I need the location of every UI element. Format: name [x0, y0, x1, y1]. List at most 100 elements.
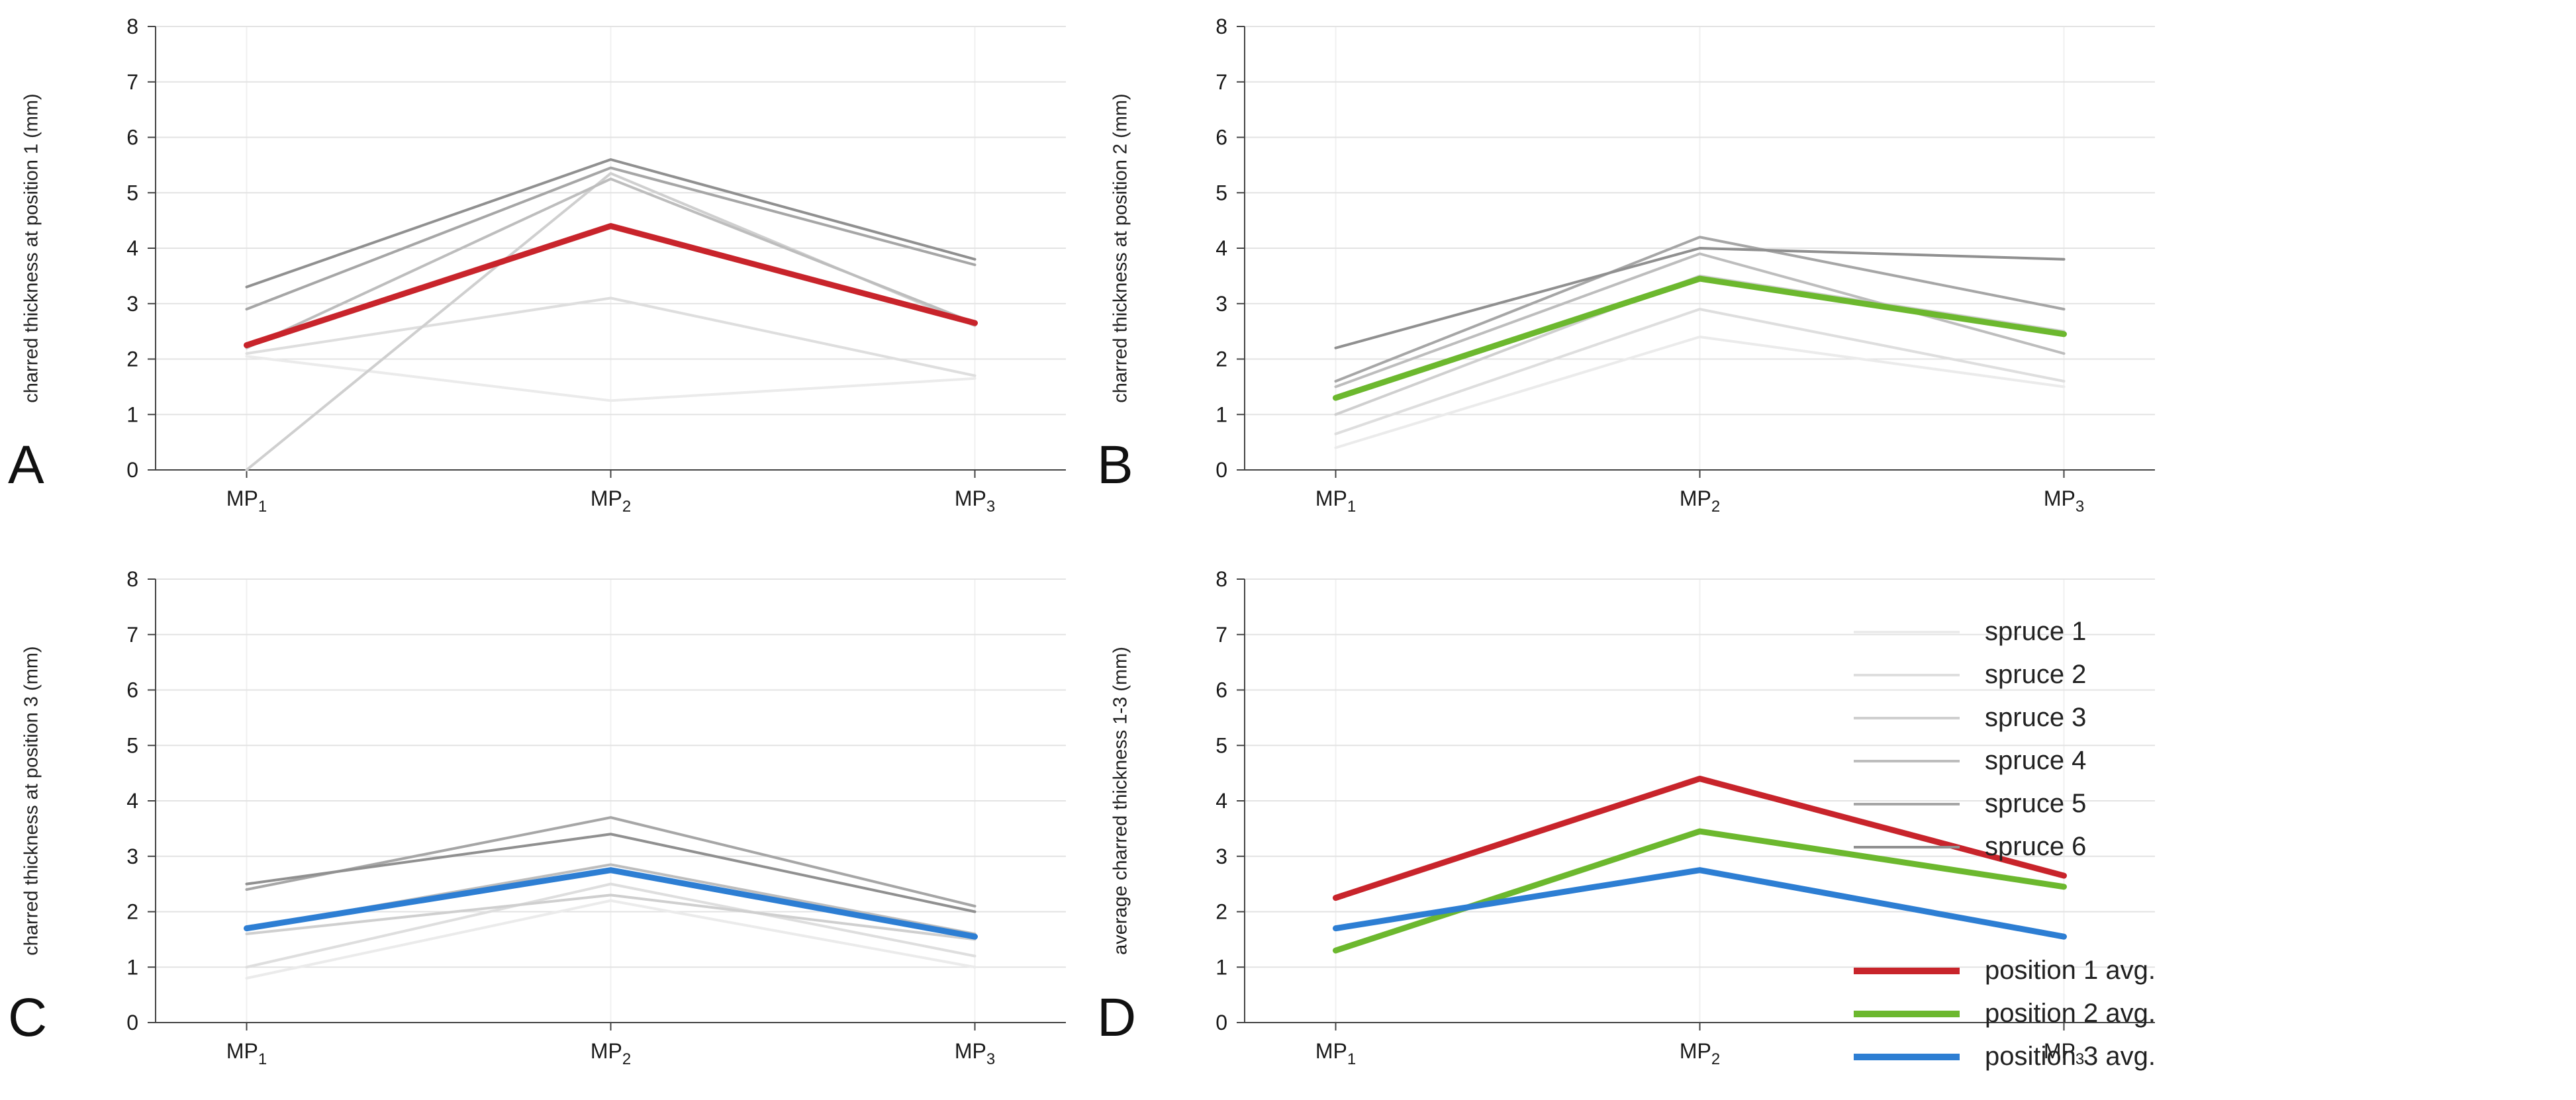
legend-item: position 3 avg.: [1854, 1035, 2516, 1078]
legend-item-label: spruce 3: [1985, 703, 2087, 732]
chart-panel-c: charred thickness at position 3 (mm) 0 1 2…: [7, 553, 1092, 1095]
legend-line-sample: [1854, 802, 1960, 805]
x-tick-label: MP3: [955, 1039, 995, 1068]
panel-letter-c: C: [8, 987, 48, 1048]
x-tick-label: MP1: [226, 486, 267, 516]
series-line-spruce-5: [245, 816, 977, 908]
series-line-spruce-6: [1334, 247, 2066, 349]
y-tick-label: 5: [126, 733, 138, 757]
legend-item: spruce 1: [1854, 610, 2516, 653]
y-tick-label: 0: [126, 1011, 138, 1034]
y-tick-label: 4: [1216, 789, 1227, 813]
y-tick-label: 5: [1216, 733, 1227, 757]
y-tick-label: 2: [126, 900, 138, 924]
line-chart-position-1: 0 1 2 3 4 5 6 7 8 MP1 MP2 MP3: [126, 15, 1066, 516]
series-line-position-3-avg: [1333, 867, 2067, 940]
legend-item-label: spruce 5: [1985, 789, 2087, 818]
y-tick-label: 3: [126, 845, 138, 868]
y-tick-label: 8: [1216, 15, 1227, 38]
x-tick-label: MP2: [591, 1039, 631, 1068]
series-line-spruce-2: [1334, 308, 2066, 435]
y-tick-label: 1: [126, 402, 138, 426]
y-axis-label: charred thickness at position 2 (mm): [1110, 93, 1131, 403]
y-axis-label: charred thickness at position 3 (mm): [21, 646, 42, 956]
y-tick-label: 8: [126, 15, 138, 38]
legend-avg-group: position 1 avg. position 2 avg. position 3…: [1854, 949, 2516, 1078]
legend-item-label: spruce 1: [1985, 617, 2087, 646]
series-line-spruce-1: [245, 899, 977, 980]
y-tick-label: 2: [1216, 900, 1227, 924]
y-tick-label: 4: [126, 789, 138, 813]
y-tick-label: 2: [126, 347, 138, 371]
panel-letter-b: B: [1097, 435, 1133, 495]
y-tick-label: 1: [1216, 955, 1227, 979]
legend-line-sample: [1854, 845, 1960, 848]
series-line-spruce-2: [245, 882, 977, 969]
series-line-spruce-4: [1334, 252, 2066, 389]
y-tick-label: 7: [126, 70, 138, 94]
legend-spruce-group: spruce 1 spruce 2 spruce 3 spruce 4 spruce 5…: [1854, 610, 2516, 868]
legend-line-sample: [1854, 1053, 1960, 1060]
y-tick-label: 8: [1216, 567, 1227, 591]
y-tick-label: 1: [126, 955, 138, 979]
y-tick-label: 6: [1216, 678, 1227, 702]
y-tick-label: 6: [126, 126, 138, 150]
series-line-position-1-avg: [1333, 776, 2067, 901]
legend: spruce 1 spruce 2 spruce 3 spruce 4 spruce 5…: [1854, 610, 2516, 1078]
legend-item-label: position 1 avg.: [1985, 956, 2156, 985]
series-line-spruce-5: [245, 166, 977, 311]
legend-item-label: spruce 2: [1985, 660, 2087, 689]
x-tick-label: MP2: [1680, 1039, 1720, 1068]
series-line-position-2-avg: [1333, 275, 2067, 401]
y-axis-label: charred thickness at position 1 (mm): [21, 93, 42, 403]
chart-panel-a: charred thickness at position 1 (mm) 0 1 2…: [7, 0, 1092, 543]
x-tick-label: MP2: [1680, 486, 1720, 516]
legend-item: spruce 4: [1854, 739, 2516, 782]
series-line-spruce-1: [1334, 336, 2066, 449]
legend-item: position 1 avg.: [1854, 949, 2516, 992]
series-line-position-1-avg: [244, 223, 978, 349]
x-tick-label: MP3: [955, 486, 995, 516]
y-tick-label: 7: [126, 623, 138, 647]
line-chart-position-2: 0 1 2 3 4 5 6 7 8 MP1 MP2 MP3: [1216, 15, 2155, 516]
legend-item-label: spruce 6: [1985, 832, 2087, 861]
series-line-spruce-3: [245, 894, 977, 941]
panel-letter-a: A: [8, 435, 44, 495]
legend-item: spruce 5: [1854, 782, 2516, 825]
x-tick-label: MP3: [2044, 486, 2084, 516]
y-tick-label: 3: [1216, 845, 1227, 868]
y-tick-label: 5: [1216, 181, 1227, 205]
legend-item-label: position 2 avg.: [1985, 999, 2156, 1028]
y-tick-label: 0: [1216, 458, 1227, 482]
y-tick-label: 6: [126, 678, 138, 702]
y-tick-label: 7: [1216, 623, 1227, 647]
legend-item-label: spruce 4: [1985, 746, 2087, 775]
y-tick-label: 7: [1216, 70, 1227, 94]
panel-letter-d: D: [1097, 987, 1137, 1048]
y-tick-label: 4: [126, 236, 138, 260]
legend-item: spruce 6: [1854, 825, 2516, 868]
legend-item-label: position 3 avg.: [1985, 1042, 2156, 1071]
y-tick-label: 2: [1216, 347, 1227, 371]
y-tick-label: 8: [126, 567, 138, 591]
x-tick-label: MP1: [226, 1039, 267, 1068]
legend-item: spruce 3: [1854, 696, 2516, 739]
legend-line-sample: [1854, 630, 1960, 633]
series-line-position-3-avg: [244, 867, 978, 940]
x-tick-label: MP1: [1315, 486, 1356, 516]
series-line-spruce-2: [245, 297, 977, 377]
legend-line-sample: [1854, 967, 1960, 974]
y-tick-label: 5: [126, 181, 138, 205]
y-axis-label: average charred thickness 1-3 (mm): [1110, 647, 1131, 955]
chart-panel-b: charred thickness at position 2 (mm) 0 1 2…: [1096, 0, 2181, 543]
legend-line-sample: [1854, 673, 1960, 676]
legend-line-sample: [1854, 1010, 1960, 1017]
y-tick-label: 6: [1216, 126, 1227, 150]
y-tick-label: 3: [1216, 292, 1227, 316]
y-tick-label: 3: [126, 292, 138, 316]
line-chart-position-3: 0 1 2 3 4 5 6 7 8 MP1 MP2 MP3: [126, 567, 1066, 1068]
x-tick-label: MP2: [591, 486, 631, 516]
legend-item: spruce 2: [1854, 653, 2516, 696]
